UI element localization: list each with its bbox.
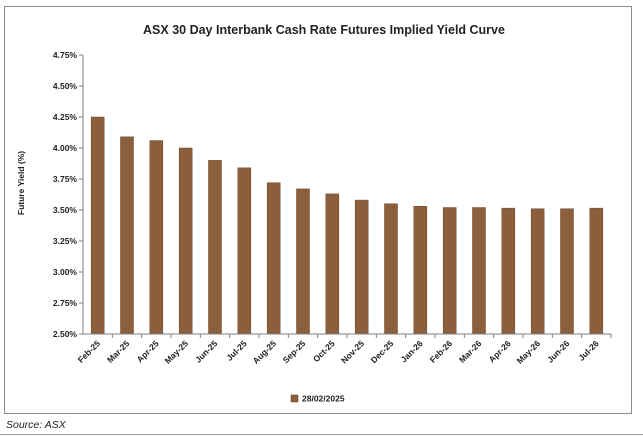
y-tick-label: 3.25% <box>53 236 78 246</box>
bar <box>560 208 574 335</box>
axes <box>79 54 612 338</box>
source-note: Source: ASX <box>6 419 66 431</box>
y-axis-title: Future Yield (%) <box>16 151 26 215</box>
bar <box>90 116 105 335</box>
bar <box>208 160 222 335</box>
x-tick-label: Feb-26 <box>428 338 455 365</box>
bars <box>90 116 604 335</box>
y-axis-labels: 2.50% 2.75% 3.00% 3.25% 3.50% 3.75% 4.00% 4.25%… <box>53 50 78 339</box>
y-tick-label: 3.00% <box>53 267 78 277</box>
x-tick-label: Aug-25 <box>251 338 279 366</box>
x-tick-label: Apr-25 <box>135 338 161 364</box>
x-tick-label: Dec-25 <box>369 338 396 365</box>
legend-label: 28/02/2025 <box>302 394 345 404</box>
bar <box>296 188 310 335</box>
bar <box>589 207 604 335</box>
y-tick-label: 3.75% <box>53 174 78 184</box>
legend-swatch <box>290 394 299 403</box>
bar <box>325 193 340 335</box>
bar <box>501 207 516 335</box>
y-tick-label: 4.75% <box>53 50 78 60</box>
bar <box>384 203 398 335</box>
bar <box>178 147 193 335</box>
bar <box>237 167 252 335</box>
legend: 28/02/2025 <box>290 394 345 404</box>
x-tick-label: Oct-25 <box>311 338 337 364</box>
bar <box>472 207 486 335</box>
chart-frame <box>4 6 632 414</box>
y-tick-label: 3.50% <box>53 205 78 215</box>
bar-chart: ASX 30 Day Interbank Cash Rate Futures I… <box>16 23 612 404</box>
x-tick-label: Apr-26 <box>487 338 513 364</box>
bar <box>354 199 369 335</box>
bar <box>413 206 428 335</box>
x-tick-label: Jul-25 <box>224 338 249 363</box>
y-tick-label: 4.50% <box>53 81 78 91</box>
y-tick-label: 2.75% <box>53 298 78 308</box>
y-tick-label: 4.25% <box>53 112 78 122</box>
x-tick-label: Jun-25 <box>193 338 220 365</box>
x-axis-labels: Feb-25 Mar-25 Apr-25 May-25 Jun-25 Jul-25 Aug-… <box>76 338 601 366</box>
y-tick-label: 4.00% <box>53 143 78 153</box>
x-tick-label: Nov-25 <box>339 338 366 365</box>
x-tick-label: May-25 <box>163 338 191 366</box>
bar <box>149 140 164 335</box>
x-tick-label: May-26 <box>515 338 543 366</box>
y-tick-label: 2.50% <box>53 329 78 339</box>
bottom-rule <box>0 434 643 435</box>
chart-title: ASX 30 Day Interbank Cash Rate Futures I… <box>143 23 505 37</box>
x-tick-label: Feb-25 <box>76 338 103 365</box>
x-tick-label: Jan-26 <box>399 338 425 364</box>
bar <box>530 208 545 335</box>
x-tick-label: Mar-25 <box>105 338 132 365</box>
bar <box>120 136 134 335</box>
x-tick-label: Jun-26 <box>545 338 572 365</box>
bar <box>442 207 457 335</box>
x-tick-label: Sep-25 <box>281 338 308 365</box>
x-tick-label: Mar-26 <box>457 338 484 365</box>
x-tick-label: Jul-26 <box>576 338 601 363</box>
bar <box>266 182 281 335</box>
